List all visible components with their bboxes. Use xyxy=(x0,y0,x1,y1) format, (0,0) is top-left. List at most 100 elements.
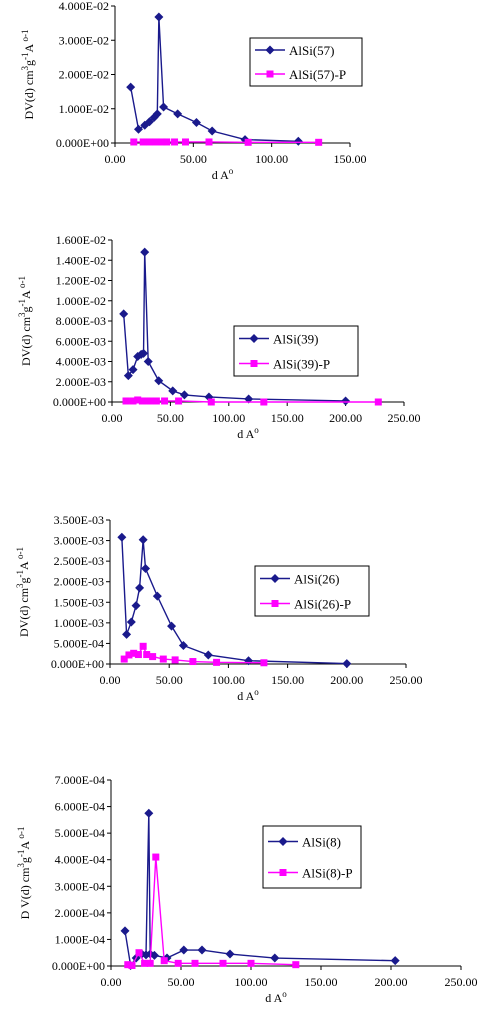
data-point xyxy=(179,390,189,400)
x-tick-label: 100.00 xyxy=(255,152,288,166)
data-point xyxy=(374,398,382,406)
data-point xyxy=(149,950,159,960)
data-point xyxy=(191,959,199,967)
x-tick-label: 200.00 xyxy=(329,411,362,425)
legend-label: AlSi(39)-P xyxy=(273,357,330,372)
y-tick-label: 3.500E-03 xyxy=(54,513,104,527)
chart-2: 0.000E+00 2.000E-03 4.000E-03 6.000E-03 8.00… xyxy=(17,233,421,441)
data-point xyxy=(135,949,143,957)
y-tick-label: 2.000E-04 xyxy=(55,906,105,920)
y-tick-label: 1.400E-02 xyxy=(56,253,106,267)
x-tick-label: 0.00 xyxy=(100,673,121,687)
data-point xyxy=(128,365,138,375)
data-point xyxy=(126,617,136,627)
legend-label: AlSi(26) xyxy=(294,572,340,587)
x-tick-label: 100.00 xyxy=(212,673,245,687)
y-tick-label: 8.000E-03 xyxy=(56,314,106,328)
data-point xyxy=(247,959,255,967)
y-tick-label: 0.000E+00 xyxy=(52,959,105,973)
legend-marker xyxy=(278,837,288,846)
y-tick-label: 0.000E+00 xyxy=(51,657,104,671)
data-point xyxy=(163,138,171,146)
data-point xyxy=(175,397,183,405)
legend-marker xyxy=(266,70,274,78)
data-point xyxy=(120,655,128,663)
data-point xyxy=(342,659,352,669)
data-point xyxy=(219,959,227,967)
x-tick-label: 250.00 xyxy=(445,975,478,989)
legend-box xyxy=(233,325,359,377)
x-tick-label: 200.00 xyxy=(375,975,408,989)
y-tick-label: 5.000E-04 xyxy=(54,636,104,650)
data-point xyxy=(122,629,132,639)
data-point xyxy=(341,396,351,406)
x-axis-label: d Ao xyxy=(265,989,287,1005)
data-point xyxy=(191,117,201,127)
data-point xyxy=(119,309,129,319)
data-point xyxy=(131,601,141,611)
x-tick-label: 100.00 xyxy=(212,411,245,425)
x-tick-label: 150.00 xyxy=(305,975,338,989)
data-point xyxy=(292,961,300,969)
data-point xyxy=(205,138,213,146)
data-point xyxy=(126,82,136,92)
data-point xyxy=(144,808,154,818)
data-point xyxy=(167,621,177,631)
y-tick-label: 3.000E-02 xyxy=(59,33,109,47)
data-point xyxy=(138,535,148,545)
legend-marker xyxy=(250,360,258,367)
data-point xyxy=(154,376,164,386)
y-tick-label: 2.000E-03 xyxy=(56,375,106,389)
data-point xyxy=(123,371,133,381)
data-point xyxy=(143,357,153,366)
data-point xyxy=(122,397,130,405)
data-point xyxy=(160,957,168,965)
data-point xyxy=(225,949,235,959)
y-tick-label: 3.000E-04 xyxy=(55,879,105,893)
data-point xyxy=(244,394,254,404)
y-tick-label: 6.000E-03 xyxy=(56,334,106,348)
y-tick-label: 4.000E-03 xyxy=(56,355,106,369)
data-point xyxy=(159,655,167,663)
data-point xyxy=(207,126,217,136)
data-point xyxy=(139,642,147,650)
y-tick-label: 1.000E-02 xyxy=(59,102,109,116)
y-tick-label: 1.200E-02 xyxy=(56,274,106,288)
data-point xyxy=(174,959,182,967)
x-tick-label: 0.00 xyxy=(105,152,126,166)
x-tick-label: 150.00 xyxy=(271,411,304,425)
chart-4: 0.000E+00 1.000E-04 2.000E-04 3.000E-04 4.00… xyxy=(16,773,478,1005)
data-point xyxy=(138,397,146,405)
y-tick-label: 4.000E-02 xyxy=(59,0,109,13)
data-point xyxy=(197,945,207,955)
data-point xyxy=(260,659,268,667)
data-point xyxy=(152,397,160,405)
data-point xyxy=(173,109,183,119)
legend-label: AlSi(8)-P xyxy=(302,866,353,881)
y-tick-label: 1.500E-03 xyxy=(54,595,104,609)
legend-box xyxy=(254,565,370,617)
data-point xyxy=(270,953,280,963)
data-point xyxy=(130,649,138,657)
data-point xyxy=(182,138,189,146)
y-axis-label: DV(d) cm3g-1A o-1 xyxy=(20,30,36,120)
legend-marker xyxy=(279,869,287,876)
chart-1: 0.000E+00 1.000E-02 2.000E-02 3.000E-02 4.00… xyxy=(20,0,367,182)
data-point xyxy=(260,398,268,406)
y-tick-label: 0.000E+00 xyxy=(53,395,106,409)
data-point xyxy=(152,109,162,119)
data-point xyxy=(146,959,154,967)
data-point xyxy=(315,138,323,146)
data-point xyxy=(117,532,127,542)
y-tick-label: 2.500E-03 xyxy=(54,554,104,568)
data-point xyxy=(213,658,221,666)
legend-marker xyxy=(249,334,259,343)
x-tick-label: 0.00 xyxy=(102,411,123,425)
x-tick-label: 50.00 xyxy=(180,152,207,166)
data-point xyxy=(171,656,179,664)
y-tick-label: 3.000E-03 xyxy=(54,534,104,548)
x-tick-label: 250.00 xyxy=(388,411,421,425)
legend-marker xyxy=(265,45,275,55)
legend-marker xyxy=(270,574,280,583)
